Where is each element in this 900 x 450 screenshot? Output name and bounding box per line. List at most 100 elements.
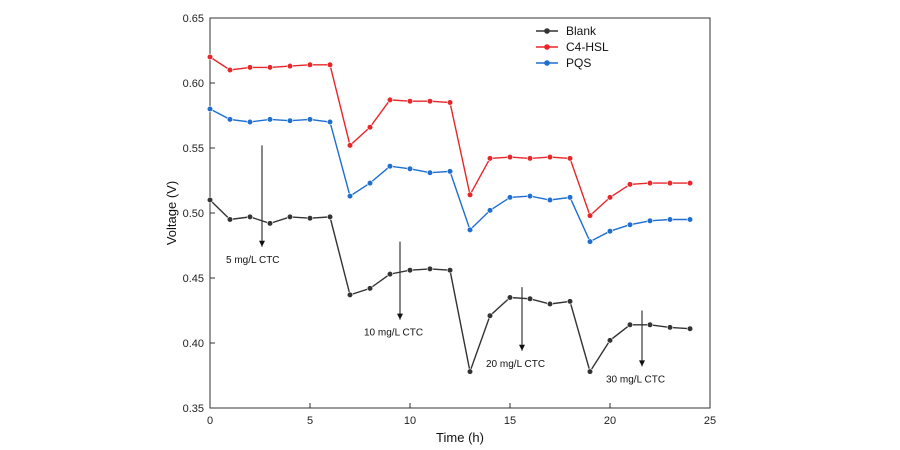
annotation-label: 10 mg/L CTC xyxy=(364,328,423,339)
plot-frame xyxy=(209,17,711,409)
data-point xyxy=(246,64,254,71)
data-point xyxy=(366,180,374,187)
data-point xyxy=(306,116,314,123)
annotation-arrow-head xyxy=(259,240,265,247)
data-point xyxy=(266,64,274,71)
legend-item: C4-HSL xyxy=(536,40,609,54)
data-point xyxy=(386,271,394,278)
data-point xyxy=(386,96,394,103)
data-point xyxy=(346,193,354,200)
data-point xyxy=(646,180,654,187)
data-point xyxy=(346,291,354,299)
annotation-arrow-head xyxy=(397,313,403,320)
data-point xyxy=(466,191,474,198)
data-point xyxy=(606,337,614,344)
data-point xyxy=(286,213,294,220)
data-point xyxy=(286,117,294,124)
legend-marker xyxy=(544,28,550,34)
data-point xyxy=(686,180,694,187)
annotation-arrow-head xyxy=(519,344,525,351)
data-point xyxy=(326,61,334,68)
data-point xyxy=(406,165,414,172)
y-tick-label: 0.40 xyxy=(183,338,204,350)
annotation-label: 5 mg/L CTC xyxy=(226,255,280,266)
data-point xyxy=(526,155,534,162)
data-point xyxy=(506,294,514,301)
series-lines xyxy=(206,53,694,375)
data-point xyxy=(666,324,674,331)
data-point xyxy=(666,216,674,223)
data-point xyxy=(326,213,334,220)
x-tick-label: 25 xyxy=(704,415,716,427)
data-point xyxy=(446,267,454,274)
data-point xyxy=(366,285,374,292)
data-point xyxy=(246,213,254,220)
legend-label: Blank xyxy=(566,24,597,38)
annotation-arrow-head xyxy=(639,360,645,367)
data-point xyxy=(626,181,634,188)
data-point xyxy=(266,116,274,123)
y-tick-label: 0.50 xyxy=(183,208,204,220)
x-tick-label: 20 xyxy=(604,415,616,427)
data-point xyxy=(386,163,394,170)
data-point xyxy=(606,194,614,201)
series-pqs xyxy=(206,105,694,245)
data-point xyxy=(306,215,314,222)
data-point xyxy=(446,168,454,175)
series-blank xyxy=(206,196,694,375)
data-point xyxy=(326,118,334,126)
y-tick-label: 0.35 xyxy=(183,403,204,415)
x-axis-title: Time (h) xyxy=(436,430,484,445)
data-point xyxy=(686,325,694,332)
y-tick-label: 0.45 xyxy=(183,273,204,285)
data-point xyxy=(666,180,674,187)
data-point xyxy=(206,53,214,61)
data-point xyxy=(306,61,314,68)
y-tick-label: 0.65 xyxy=(183,13,204,25)
data-point xyxy=(526,193,534,200)
data-point xyxy=(246,118,254,126)
data-point xyxy=(646,321,654,328)
data-point xyxy=(506,154,514,161)
data-point xyxy=(566,194,574,201)
data-point xyxy=(686,216,694,223)
data-point xyxy=(486,155,494,162)
data-point xyxy=(586,368,594,375)
series-c4-hsl xyxy=(206,53,694,219)
data-point xyxy=(426,169,434,176)
data-point xyxy=(366,124,374,131)
data-point xyxy=(466,226,474,233)
x-tick-label: 15 xyxy=(504,415,516,427)
data-point xyxy=(526,295,534,302)
data-point xyxy=(626,321,634,328)
x-tick-label: 5 xyxy=(307,415,313,427)
y-axis-title: Voltage (V) xyxy=(164,181,179,245)
data-point xyxy=(426,98,434,105)
data-point xyxy=(226,66,234,74)
axis-ticks: 0 5 10 15 20 25 0.35 0.40 0.45 0.50 0.55 0.60 0.65 xyxy=(183,13,717,427)
legend-marker xyxy=(544,44,550,50)
data-point xyxy=(486,312,494,319)
series-line xyxy=(209,56,690,217)
data-point xyxy=(506,194,514,201)
data-point xyxy=(286,62,294,70)
data-point xyxy=(266,220,274,227)
series-line xyxy=(209,199,691,375)
x-tick-label: 10 xyxy=(404,415,416,427)
annotation-label: 20 mg/L CTC xyxy=(486,359,545,370)
legend-label: PQS xyxy=(566,56,591,70)
data-point xyxy=(466,368,474,375)
data-point xyxy=(426,265,434,273)
data-point xyxy=(546,154,554,161)
annotation-label: 30 mg/L CTC xyxy=(606,374,665,385)
data-point xyxy=(566,155,574,162)
data-point xyxy=(226,216,234,223)
series-line xyxy=(209,108,690,243)
legend-item: Blank xyxy=(536,24,597,38)
data-point xyxy=(606,228,614,235)
data-point xyxy=(646,217,654,224)
data-point xyxy=(346,142,354,149)
data-point xyxy=(406,98,414,105)
data-point xyxy=(586,212,594,219)
